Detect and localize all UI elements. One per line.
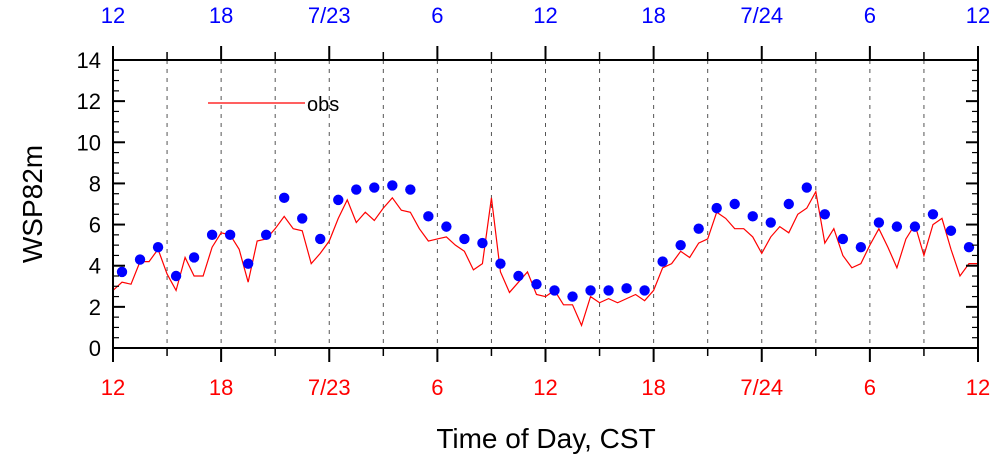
x-tick-label-bottom: 7/23 bbox=[308, 375, 351, 400]
y-tick-label: 6 bbox=[89, 213, 101, 238]
data-point-model bbox=[351, 184, 362, 195]
series-line-obs bbox=[112, 189, 978, 328]
x-tick-label-top: 6 bbox=[431, 3, 443, 28]
data-point-model bbox=[206, 229, 218, 241]
x-tick-label-bottom: 6 bbox=[431, 375, 443, 400]
data-point-model bbox=[477, 237, 488, 249]
x-tick-label-top: 7/24 bbox=[740, 3, 783, 28]
data-point-model bbox=[134, 254, 146, 265]
y-tick-label: 14 bbox=[77, 48, 101, 73]
data-point-model bbox=[260, 229, 272, 241]
data-point-model bbox=[639, 285, 650, 296]
data-point-model bbox=[585, 285, 596, 296]
data-point-model bbox=[152, 242, 164, 253]
data-point-model bbox=[441, 221, 452, 232]
data-point-model bbox=[909, 221, 921, 232]
data-point-model bbox=[693, 223, 704, 234]
axes-ticks: 12 12 18 18 7/23 7/23 6 6 12 12 18 18 7/24 7/24 6 6 12 12… bbox=[77, 3, 991, 400]
data-point-model bbox=[657, 256, 668, 267]
data-point-model bbox=[387, 180, 398, 191]
x-tick-label-bottom: 7/24 bbox=[740, 375, 783, 400]
x-tick-label-bottom: 12 bbox=[966, 375, 990, 400]
data-point-model bbox=[711, 202, 722, 214]
x-tick-label-top: 12 bbox=[101, 3, 125, 28]
x-tick-label-bottom: 6 bbox=[864, 375, 876, 400]
data-point-model bbox=[567, 291, 578, 302]
legend-label-obs: obs bbox=[307, 94, 339, 116]
data-point-model bbox=[224, 229, 236, 241]
data-point-model bbox=[405, 184, 416, 195]
y-tick-label: 4 bbox=[89, 254, 101, 279]
y-axis-label: WSP82m bbox=[17, 145, 48, 263]
data-point-model bbox=[369, 182, 380, 193]
data-point-model bbox=[765, 217, 776, 228]
x-tick-label-bottom: 18 bbox=[209, 375, 233, 400]
y-tick-label: 2 bbox=[89, 295, 101, 320]
data-point-model bbox=[423, 211, 434, 222]
data-point-model bbox=[855, 242, 867, 253]
data-point-model bbox=[459, 233, 470, 245]
data-point-model bbox=[513, 270, 524, 282]
data-point-model bbox=[801, 182, 813, 193]
data-point-model bbox=[549, 285, 560, 296]
x-tick-label-top: 18 bbox=[209, 3, 233, 28]
data-point-model bbox=[170, 270, 182, 282]
data-point-model bbox=[333, 194, 344, 206]
data-point-model bbox=[963, 242, 975, 253]
x-tick-label-top: 12 bbox=[533, 3, 557, 28]
data-point-model bbox=[819, 209, 831, 220]
data-point-model bbox=[188, 252, 200, 263]
data-point-model bbox=[945, 225, 957, 236]
data-point-model bbox=[531, 279, 542, 290]
data-point-model bbox=[729, 198, 740, 210]
data-point-model bbox=[242, 258, 254, 269]
data-point-model bbox=[747, 211, 758, 222]
x-axis-label: Time of Day, CST bbox=[436, 423, 655, 454]
data-point-model bbox=[621, 283, 632, 294]
data-point-model bbox=[297, 213, 308, 224]
data-point-model bbox=[116, 266, 128, 278]
data-point-model bbox=[783, 198, 794, 210]
grid-lines bbox=[166, 60, 925, 348]
y-tick-label: 10 bbox=[77, 130, 101, 155]
data-point-model bbox=[873, 217, 885, 228]
data-point-model bbox=[675, 239, 686, 251]
series-layer bbox=[112, 180, 978, 328]
data-point-model bbox=[927, 209, 939, 220]
x-tick-label-bottom: 12 bbox=[101, 375, 125, 400]
x-tick-label-top: 6 bbox=[864, 3, 876, 28]
y-tick-label: 12 bbox=[77, 89, 101, 114]
data-point-model bbox=[837, 233, 849, 245]
x-tick-label-top: 12 bbox=[966, 3, 990, 28]
x-tick-label-top: 7/23 bbox=[308, 3, 351, 28]
data-point-model bbox=[603, 285, 614, 296]
legend: obs bbox=[208, 94, 339, 116]
y-tick-label: 8 bbox=[89, 171, 101, 196]
y-tick-label: 0 bbox=[89, 336, 101, 361]
data-point-model bbox=[495, 258, 506, 269]
x-tick-label-top: 18 bbox=[641, 3, 665, 28]
x-tick-label-bottom: 18 bbox=[641, 375, 665, 400]
data-point-model bbox=[315, 233, 326, 245]
x-tick-label-bottom: 12 bbox=[533, 375, 557, 400]
data-point-model bbox=[278, 192, 290, 204]
data-point-model bbox=[891, 221, 903, 232]
